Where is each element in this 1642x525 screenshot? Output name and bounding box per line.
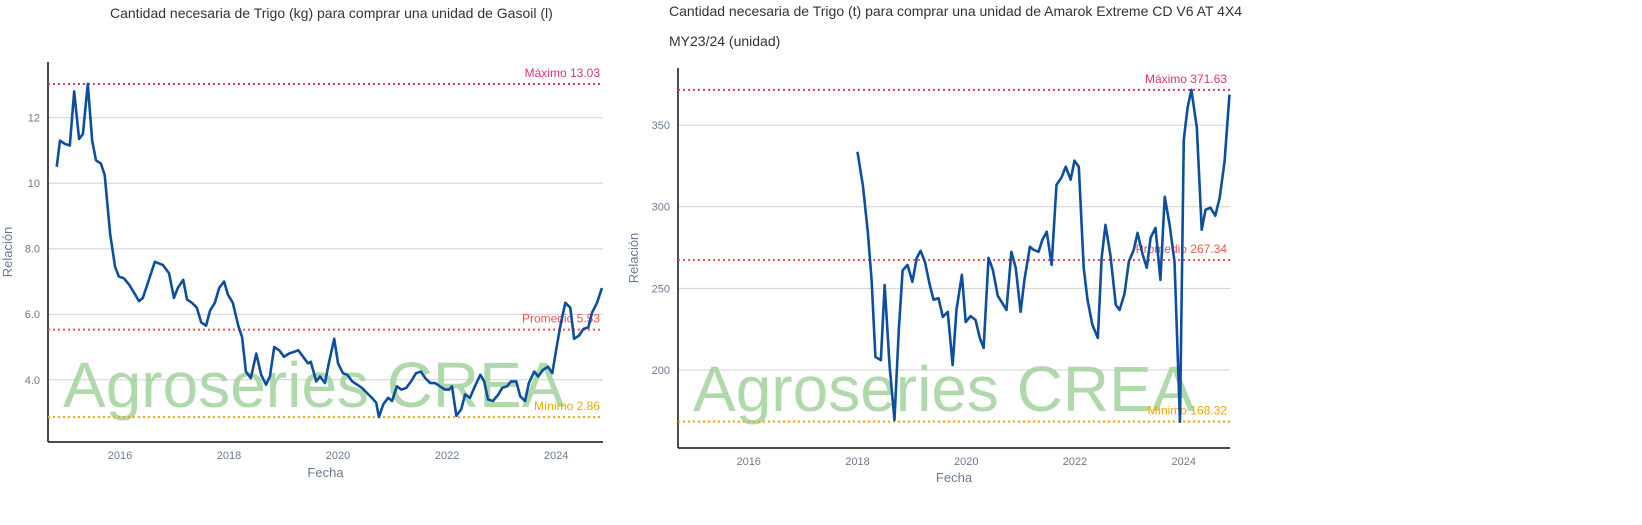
x-tick-label: 2018 <box>217 450 241 462</box>
x-tick-label: 2020 <box>954 456 978 468</box>
y-axis-title: Relación <box>626 233 641 284</box>
reference-label: Máximo 371.63 <box>1145 72 1227 86</box>
y-tick-label: 350 <box>652 120 670 132</box>
y-tick-label: 4.0 <box>25 375 40 387</box>
y-tick-label: 10 <box>28 178 40 190</box>
reference-label: Mínimo 168.32 <box>1148 404 1228 418</box>
data-line <box>55 82 604 419</box>
y-tick-label: 12 <box>28 113 40 125</box>
y-tick-label: 250 <box>652 283 670 295</box>
x-tick-label: 2022 <box>1063 456 1087 468</box>
reference-label: Máximo 13.03 <box>525 66 601 80</box>
x-tick-label: 2016 <box>108 450 132 462</box>
x-tick-label: 2024 <box>1172 456 1196 468</box>
x-axis-title: Fecha <box>936 470 973 485</box>
y-tick-label: 300 <box>652 202 670 214</box>
reference-label: Mínimo 2.86 <box>534 399 600 413</box>
chart-title: Cantidad necesaria de Trigo (t) para com… <box>669 3 1243 49</box>
x-tick-label: 2020 <box>326 450 350 462</box>
x-tick-label: 2018 <box>845 456 869 468</box>
x-tick-label: 2022 <box>435 450 459 462</box>
y-tick-label: 6.0 <box>25 309 40 321</box>
y-tick-label: 8.0 <box>25 244 40 256</box>
chart-title: Cantidad necesaria de Trigo (kg) para co… <box>110 5 553 21</box>
x-axis-title: Fecha <box>307 465 344 480</box>
x-tick-label: 2024 <box>544 450 568 462</box>
watermark: Agroseries CREA <box>693 353 1195 425</box>
y-axis-title: Relación <box>0 227 15 278</box>
y-tick-label: 200 <box>652 365 670 377</box>
watermark: Agroseries CREA <box>63 349 565 421</box>
x-tick-label: 2016 <box>736 456 760 468</box>
data-line <box>856 88 1231 423</box>
